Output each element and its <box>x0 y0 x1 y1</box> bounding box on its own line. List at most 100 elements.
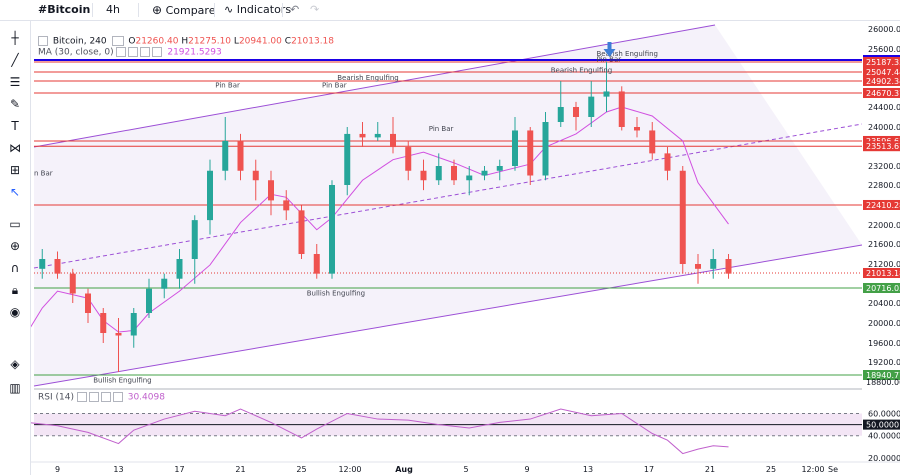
trash-icon[interactable]: ▥ <box>9 381 21 395</box>
price-axis-tick: 22800.00 <box>868 181 900 190</box>
candle-body[interactable] <box>222 140 229 171</box>
collapse-icon[interactable] <box>38 36 48 46</box>
ma-close-icon[interactable] <box>140 47 151 57</box>
ma-label: MA (30, close, 0) <box>38 47 114 58</box>
indicators-icon: ∿ <box>224 3 234 16</box>
ma-more-icon[interactable] <box>152 47 163 57</box>
text-icon[interactable]: T <box>11 119 19 133</box>
candle-body[interactable] <box>679 170 686 264</box>
candle-body[interactable] <box>481 170 488 176</box>
time-axis-tick: 25 <box>766 465 776 474</box>
candle-body[interactable] <box>161 278 168 289</box>
candle-body[interactable] <box>649 130 656 154</box>
pattern-annotation: Pin Bar <box>322 81 347 89</box>
candle-body[interactable] <box>725 259 732 274</box>
candle-body[interactable] <box>237 140 244 171</box>
open-value: 21260.40 <box>135 36 179 47</box>
rsi-axis-tick: 20.0000 <box>868 454 900 463</box>
candle-body[interactable] <box>130 313 137 336</box>
candle-body[interactable] <box>435 166 442 181</box>
eye-icon[interactable]: ◉ <box>9 305 21 319</box>
candle-body[interactable] <box>313 254 320 274</box>
candle-body[interactable] <box>664 153 671 171</box>
candle-body[interactable] <box>39 259 46 269</box>
candle-body[interactable] <box>710 259 717 269</box>
candle-body[interactable] <box>344 133 351 185</box>
channel-mid-line[interactable] <box>33 123 863 269</box>
candle-body[interactable] <box>420 170 427 181</box>
ma-settings-icon[interactable] <box>128 47 139 57</box>
price-axis-badge <box>863 56 900 67</box>
pattern-annotation: Pin Bar <box>215 81 240 89</box>
pattern-icon[interactable]: ⋈ <box>9 141 21 155</box>
measure-icon[interactable]: ⊞ <box>9 163 21 177</box>
candle-body[interactable] <box>557 107 564 122</box>
magnet-icon[interactable]: ∩ <box>10 261 20 275</box>
candle-body[interactable] <box>268 180 274 201</box>
trendline-icon[interactable]: ╱ <box>11 53 19 67</box>
candle-body[interactable] <box>329 185 335 274</box>
candle-body[interactable] <box>85 293 91 313</box>
candle-body[interactable] <box>100 313 107 333</box>
price-axis-badge <box>863 135 900 146</box>
arrow-icon[interactable]: ↖ <box>9 185 21 199</box>
compare-button[interactable]: ⊕ Compare <box>152 0 215 20</box>
rsi-line[interactable] <box>26 408 729 455</box>
rsi-close-icon[interactable] <box>100 392 111 402</box>
layers-icon[interactable]: ◈ <box>10 357 20 371</box>
candle-body[interactable] <box>405 147 412 171</box>
price-axis-label: 23513.67 <box>866 142 900 151</box>
candle-body[interactable] <box>252 170 259 181</box>
candle-body[interactable] <box>374 133 381 138</box>
ma-visibility-icon[interactable] <box>116 47 127 57</box>
candle-body[interactable] <box>451 166 457 181</box>
price-axis-badge <box>863 75 900 86</box>
zoom-icon[interactable]: ⊕ <box>9 239 21 253</box>
rsi-more-icon[interactable] <box>112 392 123 402</box>
candle-body[interactable] <box>573 107 579 117</box>
visibility-icon[interactable] <box>111 36 124 46</box>
candle-body[interactable] <box>512 130 518 166</box>
candle-body[interactable] <box>69 273 76 294</box>
candle-body[interactable] <box>176 259 183 279</box>
candle-body[interactable] <box>634 127 640 131</box>
candle-body[interactable] <box>618 91 625 127</box>
brush-icon[interactable]: ✎ <box>9 97 21 111</box>
price-channel-fill <box>34 25 862 386</box>
undo-icon[interactable]: ↶ <box>290 3 300 16</box>
lock-icon[interactable]: 🔒︎ <box>11 283 19 297</box>
channel-lower-line[interactable] <box>33 244 863 387</box>
ruler-icon[interactable]: ▭ <box>9 217 21 231</box>
price-axis-label: 25187.35 <box>866 58 900 67</box>
candle-body[interactable] <box>390 133 396 148</box>
indicators-button[interactable]: ∿ Indicators <box>224 0 291 20</box>
candle-body[interactable] <box>298 210 305 254</box>
candle-body[interactable] <box>695 264 701 269</box>
symbol-search[interactable]: #Bitcoin <box>38 3 91 16</box>
candle-body[interactable] <box>146 288 152 313</box>
top-toolbar: #Bitcoin 4h ⊕ Compare ∿ Indicators ↶ ↷ <box>0 0 900 21</box>
candle-body[interactable] <box>466 175 473 181</box>
channel-upper-line[interactable] <box>33 24 716 148</box>
candle-body[interactable] <box>191 220 198 259</box>
interval-button[interactable]: 4h <box>106 3 120 16</box>
price-axis-label: 20716.03 <box>866 284 900 293</box>
candle-body[interactable] <box>527 130 534 176</box>
candle-body[interactable] <box>588 96 595 117</box>
rsi-settings-icon[interactable] <box>88 392 99 402</box>
candle-body[interactable] <box>603 91 610 97</box>
redo-icon[interactable]: ↷ <box>310 3 320 16</box>
fib-icon[interactable]: ☰ <box>9 75 21 89</box>
high-value: 21275.10 <box>188 36 232 47</box>
pattern-annotation: Bearish Engulfing <box>551 66 613 74</box>
candle-body[interactable] <box>283 200 290 211</box>
candle-body[interactable] <box>54 259 61 274</box>
rsi-visibility-icon[interactable] <box>76 392 87 402</box>
candle-body[interactable] <box>542 122 549 176</box>
candle-body[interactable] <box>115 333 122 336</box>
candle-body[interactable] <box>207 170 213 221</box>
candle-body[interactable] <box>359 133 366 138</box>
candle-body[interactable] <box>496 166 503 171</box>
crosshair-icon[interactable]: ┼ <box>11 31 19 45</box>
